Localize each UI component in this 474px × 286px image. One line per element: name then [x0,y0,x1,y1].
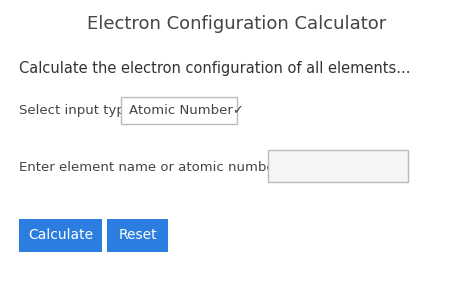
Text: Select input type:: Select input type: [19,104,137,117]
Text: Calculate: Calculate [28,228,93,242]
Text: Reset: Reset [118,228,157,242]
Text: Electron Configuration Calculator: Electron Configuration Calculator [87,15,387,33]
FancyBboxPatch shape [19,219,102,252]
FancyBboxPatch shape [121,97,237,124]
Text: Calculate the electron configuration of all elements...: Calculate the electron configuration of … [19,61,410,76]
Text: Enter element name or atomic number:: Enter element name or atomic number: [19,161,284,174]
Text: Atomic Number✓: Atomic Number✓ [129,104,245,117]
FancyBboxPatch shape [107,219,168,252]
FancyBboxPatch shape [268,150,408,182]
